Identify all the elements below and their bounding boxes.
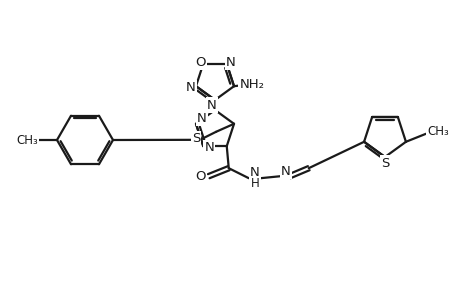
Text: N: N: [207, 98, 216, 112]
Text: NH₂: NH₂: [239, 78, 264, 91]
Text: S: S: [191, 132, 200, 145]
Text: N: N: [249, 166, 259, 179]
Text: N: N: [204, 141, 213, 154]
Text: N: N: [186, 81, 196, 94]
Text: CH₃: CH₃: [16, 134, 38, 146]
Text: N: N: [225, 56, 235, 69]
Text: CH₃: CH₃: [426, 125, 448, 138]
Text: N: N: [196, 112, 207, 125]
Text: S: S: [380, 157, 388, 169]
Text: O: O: [195, 56, 205, 69]
Text: H: H: [250, 177, 258, 190]
Text: N: N: [280, 165, 290, 178]
Text: O: O: [195, 170, 206, 183]
